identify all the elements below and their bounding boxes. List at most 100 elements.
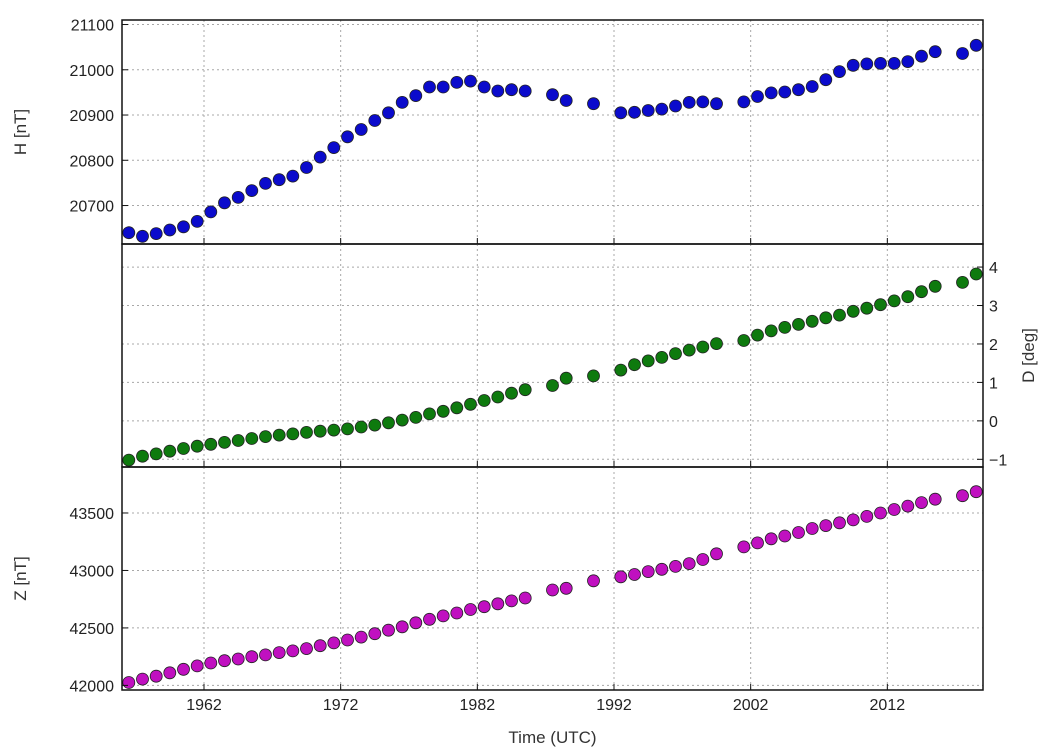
- data-point: [149, 227, 163, 241]
- y-tick-label: −1: [989, 452, 1007, 469]
- data-point: [956, 47, 969, 60]
- data-point: [819, 73, 833, 87]
- data-point: [327, 141, 341, 155]
- data-point: [464, 397, 477, 411]
- y-tick-label: 21000: [70, 63, 115, 80]
- data-point: [546, 583, 559, 597]
- data-point: [915, 49, 928, 63]
- series-z: [122, 485, 983, 689]
- data-point: [764, 532, 778, 546]
- data-point: [928, 492, 942, 506]
- data-point: [901, 290, 915, 304]
- data-point: [928, 279, 942, 293]
- data-point: [136, 449, 149, 463]
- data-point: [382, 106, 395, 120]
- data-point: [546, 379, 559, 392]
- data-point: [641, 565, 655, 578]
- data-point: [354, 420, 368, 434]
- data-point: [231, 434, 245, 447]
- data-point: [341, 422, 354, 436]
- panel-frame: [121, 19, 984, 245]
- y-tick-label: 42500: [70, 621, 115, 638]
- data-point: [122, 226, 136, 240]
- data-point: [819, 311, 833, 325]
- panel-frame: [121, 466, 984, 691]
- data-point: [587, 369, 600, 383]
- data-point: [368, 114, 382, 127]
- data-point: [423, 407, 436, 421]
- data-point: [327, 636, 341, 650]
- data-point: [477, 80, 491, 94]
- data-point: [477, 394, 491, 407]
- data-point: [136, 672, 149, 686]
- data-point: [846, 304, 860, 318]
- panel-h: 20700 20800 20900 21000 21100 H [nT]: [11, 18, 984, 245]
- data-point: [177, 442, 190, 455]
- data-point: [218, 654, 231, 668]
- data-point: [833, 308, 846, 322]
- data-point: [190, 439, 204, 453]
- y-tick-label: 21100: [71, 18, 114, 35]
- data-point: [149, 447, 163, 461]
- data-point: [778, 529, 792, 543]
- data-point: [231, 652, 245, 666]
- data-point: [450, 76, 464, 89]
- data-point: [710, 97, 723, 111]
- data-point: [696, 340, 710, 354]
- data-point: [409, 89, 423, 102]
- data-point: [245, 650, 259, 664]
- data-point: [587, 97, 600, 111]
- y-tick-label: 20800: [70, 153, 115, 170]
- data-point: [751, 536, 764, 550]
- data-point: [737, 334, 751, 347]
- data-point: [368, 418, 382, 432]
- data-point: [628, 568, 641, 581]
- data-point: [354, 123, 368, 136]
- data-point: [190, 659, 204, 673]
- y-axis-label-h: H [nT]: [11, 109, 30, 155]
- x-tick-label: 2012: [870, 697, 906, 714]
- data-point: [860, 57, 874, 71]
- data-point: [436, 80, 450, 94]
- data-point: [409, 616, 423, 630]
- data-point: [559, 581, 573, 595]
- data-point: [655, 350, 669, 364]
- y-tick-label: 4: [989, 260, 998, 277]
- data-point: [450, 606, 464, 620]
- data-point: [395, 413, 409, 427]
- x-tick-label: 1992: [596, 697, 632, 714]
- data-point: [874, 57, 887, 70]
- data-point: [505, 83, 518, 97]
- data-point: [313, 639, 327, 653]
- data-point: [313, 424, 327, 438]
- data-point: [860, 301, 874, 315]
- data-point: [559, 94, 573, 107]
- data-point: [491, 84, 505, 98]
- data-point: [969, 267, 983, 281]
- data-point: [655, 562, 669, 576]
- data-point: [901, 55, 915, 68]
- data-point: [887, 57, 901, 70]
- data-point: [641, 354, 655, 368]
- data-point: [136, 229, 149, 243]
- data-point: [436, 404, 450, 418]
- data-point: [778, 320, 792, 334]
- data-point: [518, 383, 532, 397]
- data-point: [819, 519, 833, 532]
- data-point: [587, 574, 600, 588]
- data-point: [969, 485, 983, 499]
- data-point: [846, 513, 860, 527]
- series-h: [122, 38, 983, 243]
- data-point: [122, 453, 136, 467]
- data-point: [286, 427, 300, 441]
- data-point: [491, 597, 505, 611]
- data-point: [874, 506, 887, 520]
- panel-z: 42000 42500 43000 43500 Z [nT]: [11, 466, 984, 695]
- data-point: [286, 644, 300, 658]
- data-point: [792, 83, 805, 97]
- data-point: [313, 150, 327, 164]
- y-tick-label: 0: [989, 414, 998, 431]
- data-point: [682, 557, 696, 570]
- data-point: [272, 173, 286, 187]
